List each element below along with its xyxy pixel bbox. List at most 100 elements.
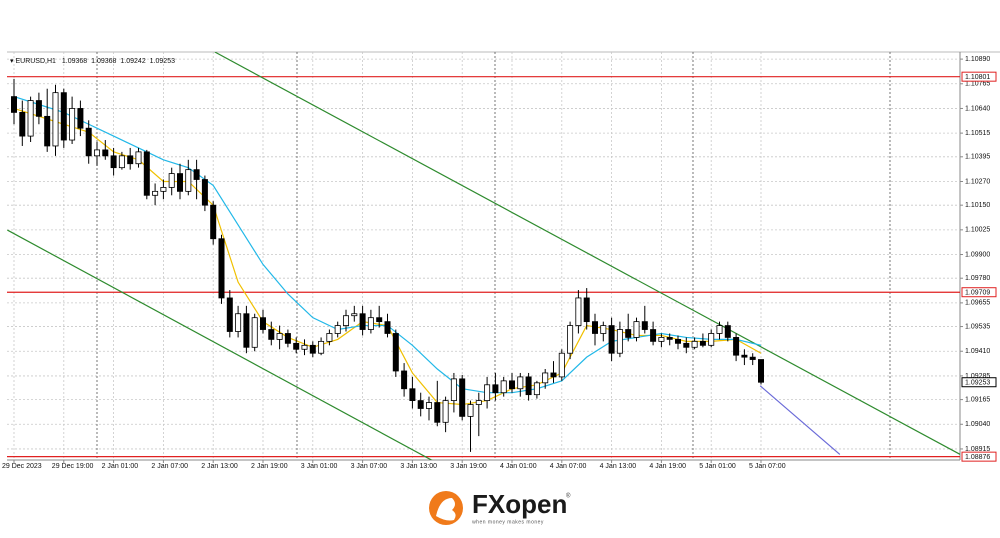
candle-body [450, 378, 457, 401]
price-level-label: 1.08876 [965, 454, 990, 461]
candle-body [69, 108, 76, 141]
candle-body [52, 92, 59, 147]
candle-body [683, 342, 690, 348]
candle-body [542, 372, 549, 384]
candle-body [392, 333, 399, 372]
candle-body [616, 329, 623, 354]
x-tick-label: 29 Dec 2023 [2, 463, 42, 470]
price-level-tag [961, 287, 997, 298]
price-level-label: 1.10801 [965, 74, 990, 81]
candle-body [517, 376, 524, 390]
trendline [7, 229, 433, 460]
chart-header: ▾ EURUSD,H1 1.09368 1.09368 1.09242 1.09… [10, 58, 175, 65]
candle-body [218, 238, 225, 299]
candle-body [758, 359, 765, 383]
candle-body [268, 329, 275, 340]
candle-body [699, 340, 706, 346]
trendline [759, 385, 841, 455]
candle-body [675, 338, 682, 344]
candle-body [600, 325, 607, 334]
candle-body [143, 151, 150, 196]
candle-body [401, 370, 408, 390]
candle-body [567, 325, 574, 354]
candle-body [10, 96, 17, 113]
candle-body [102, 149, 109, 157]
x-tick-label: 4 Jan 19:00 [649, 463, 686, 470]
price-level-tag [961, 451, 997, 462]
x-tick-label: 3 Jan 01:00 [301, 463, 338, 470]
current-price-tag [961, 377, 997, 388]
header-icon: ▾ [10, 58, 15, 65]
current-price-label: 1.09253 [965, 380, 990, 387]
candle-body [434, 402, 441, 423]
candle-body [608, 325, 615, 354]
y-tick-label: 1.10270 [965, 178, 990, 185]
x-tick-label: 5 Jan 01:00 [699, 463, 736, 470]
logo-lion [436, 498, 456, 521]
y-tick-label: 1.10765 [965, 81, 990, 88]
brand-mark: ® [566, 493, 571, 500]
symbol: EURUSD,H1 [15, 58, 56, 65]
candle-body [467, 404, 474, 417]
candle-body [168, 173, 175, 188]
candle-body [492, 384, 499, 394]
x-tick-label: 2 Jan 07:00 [151, 463, 188, 470]
grid [7, 52, 960, 460]
candle-body [127, 155, 134, 165]
candle-body [741, 354, 748, 358]
x-tick-label: 4 Jan 01:00 [500, 463, 537, 470]
candle-body [44, 115, 51, 147]
y-tick-label: 1.09780 [965, 275, 990, 282]
candle-body [533, 382, 540, 396]
candle-body [592, 321, 599, 334]
x-tick-label: 2 Jan 19:00 [251, 463, 288, 470]
candle-body [210, 204, 217, 240]
candle-body [575, 297, 582, 326]
candle-body [35, 100, 42, 117]
candle-body [251, 317, 258, 348]
candle-body [284, 333, 291, 344]
candle-body [550, 372, 557, 378]
header-close: 1.09253 [150, 58, 175, 65]
y-tick-label: 1.10150 [965, 202, 990, 209]
candle-body [293, 342, 300, 350]
candle-body [583, 297, 590, 323]
y-tick-label: 1.09655 [965, 300, 990, 307]
candle-body [193, 169, 200, 180]
candle-body [110, 155, 117, 169]
candle-body [442, 400, 449, 423]
brand-tagline: when money makes money [472, 519, 544, 525]
x-tick-label: 5 Jan 07:00 [749, 463, 786, 470]
y-tick-label: 1.09535 [965, 323, 990, 330]
y-tick-label: 1.10025 [965, 227, 990, 234]
brand-name: FXopen [472, 489, 567, 519]
candle-body [425, 402, 432, 409]
candle-body [409, 388, 416, 401]
candle-body [666, 337, 673, 340]
candle-body [326, 333, 333, 342]
candle-body [658, 337, 665, 342]
candle-body [309, 344, 316, 354]
header-open: 1.09368 [62, 58, 87, 65]
y-tick-label: 1.09040 [965, 421, 990, 428]
candle-body [201, 179, 208, 206]
candle-body [708, 333, 715, 346]
candle-body [118, 155, 125, 169]
x-tick-label: 2 Jan 01:00 [102, 463, 139, 470]
y-tick-label: 1.09165 [965, 396, 990, 403]
candle-body [334, 325, 341, 334]
candle-body [259, 317, 266, 330]
candle-body [749, 356, 756, 360]
candle-body [359, 313, 366, 330]
candle-body [226, 297, 233, 332]
y-tick-label: 1.08915 [965, 446, 990, 453]
candle-body [691, 340, 698, 348]
candle-body [19, 112, 26, 137]
candle-body [459, 378, 466, 417]
candle-body [235, 313, 242, 332]
candle-body [508, 380, 515, 390]
candle-body [27, 100, 34, 137]
y-tick-label: 1.09900 [965, 251, 990, 258]
axes: 1.10890 1.10765 1.10640 1.10515 1.10395 1.102… [2, 56, 997, 470]
